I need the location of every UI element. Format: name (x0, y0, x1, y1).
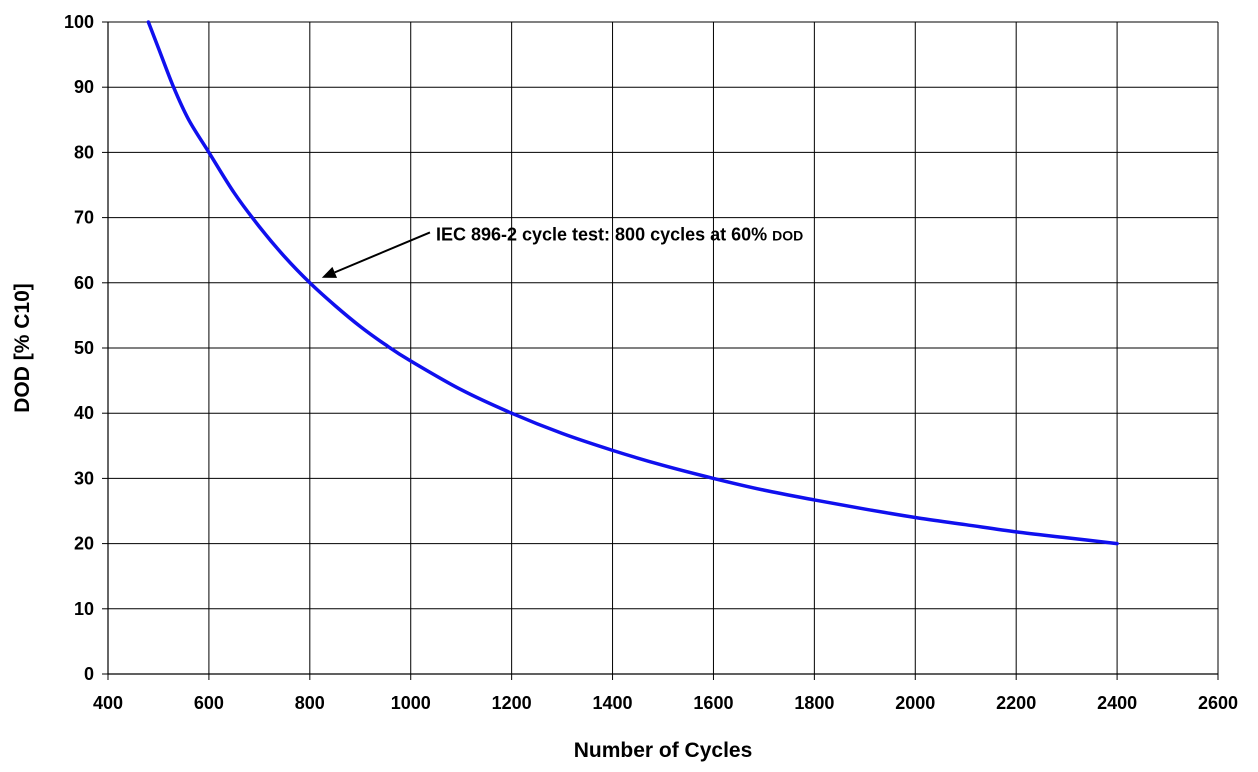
y-tick-labels: 0 10 20 30 40 50 60 70 80 90 100 (64, 12, 94, 684)
axis-ticks (102, 21, 1219, 680)
x-tick-label: 1800 (794, 693, 834, 713)
y-tick-label: 50 (74, 338, 94, 358)
x-tick-label: 800 (295, 693, 325, 713)
series-line-1 (146, 20, 1119, 546)
x-tick-label: 2600 (1198, 693, 1238, 713)
y-tick-label: 100 (64, 12, 94, 32)
grid-lines (108, 21, 1219, 674)
x-tick-label: 2400 (1097, 693, 1137, 713)
x-tick-label: 2000 (895, 693, 935, 713)
annotation-main-text: IEC 896-2 cycle test: 800 cycles at 60% (436, 224, 772, 244)
x-axis-title: Number of Cycles (574, 739, 753, 762)
x-tick-label: 1200 (492, 693, 532, 713)
x-tick-label: 1600 (693, 693, 733, 713)
annotation-subtext: DOD (772, 227, 803, 243)
x-tick-label: 1000 (391, 693, 431, 713)
y-tick-label: 10 (74, 599, 94, 619)
x-tick-label: 600 (194, 693, 224, 713)
y-tick-label: 30 (74, 468, 94, 488)
y-tick-label: 20 (74, 534, 94, 554)
y-tick-label: 60 (74, 273, 94, 293)
y-tick-label: 70 (74, 208, 94, 228)
y-tick-label: 0 (84, 664, 94, 684)
annotation: IEC 896-2 cycle test: 800 cycles at 60% … (321, 224, 803, 278)
x-tick-label: 400 (93, 693, 123, 713)
y-tick-label: 40 (74, 403, 94, 423)
y-tick-label: 90 (74, 77, 94, 97)
x-tick-labels: 400 600 800 1000 1200 1400 1600 1800 2000 2200 240… (93, 693, 1238, 713)
annotation-arrow-head (321, 266, 338, 278)
y-axis-title: DOD [% C10] (11, 283, 34, 413)
y-tick-label: 80 (74, 142, 94, 162)
x-tick-label: 1400 (593, 693, 633, 713)
x-tick-label: 2200 (996, 693, 1036, 713)
annotation-text: IEC 896-2 cycle test: 800 cycles at 60% … (436, 224, 803, 244)
annotation-arrow (334, 231, 431, 274)
series-layer (146, 20, 1119, 546)
